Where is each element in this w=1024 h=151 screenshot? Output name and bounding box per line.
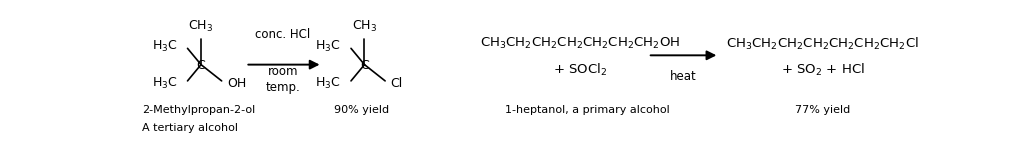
Text: temp.: temp. (265, 81, 300, 94)
Text: heat: heat (670, 70, 697, 83)
Text: conc. HCl: conc. HCl (255, 28, 310, 41)
Text: 77% yield: 77% yield (795, 105, 850, 115)
Text: + SOCl$_2$: + SOCl$_2$ (553, 62, 607, 79)
Text: 1-heptanol, a primary alcohol: 1-heptanol, a primary alcohol (505, 105, 670, 115)
Text: CH$_3$CH$_2$CH$_2$CH$_2$CH$_2$CH$_2$CH$_2$Cl: CH$_3$CH$_2$CH$_2$CH$_2$CH$_2$CH$_2$CH$_… (726, 36, 919, 52)
Text: H$_3$C: H$_3$C (315, 39, 341, 54)
Text: OH: OH (227, 77, 247, 90)
Text: CH$_3$: CH$_3$ (352, 19, 377, 34)
Text: C: C (360, 59, 369, 72)
Text: 2-Methylpropan-2-ol: 2-Methylpropan-2-ol (142, 105, 256, 115)
Text: 90% yield: 90% yield (334, 105, 389, 115)
Text: room: room (267, 65, 298, 78)
Text: H$_3$C: H$_3$C (315, 76, 341, 91)
Text: C: C (197, 59, 206, 72)
Text: CH$_3$: CH$_3$ (188, 19, 214, 34)
Text: + SO$_2$ + HCl: + SO$_2$ + HCl (780, 62, 864, 79)
Text: A tertiary alcohol: A tertiary alcohol (142, 123, 239, 133)
Text: H$_3$C: H$_3$C (152, 76, 177, 91)
Text: H$_3$C: H$_3$C (152, 39, 177, 54)
Text: Cl: Cl (390, 77, 402, 90)
Text: CH$_3$CH$_2$CH$_2$CH$_2$CH$_2$CH$_2$CH$_2$OH: CH$_3$CH$_2$CH$_2$CH$_2$CH$_2$CH$_2$CH$_… (480, 36, 680, 51)
